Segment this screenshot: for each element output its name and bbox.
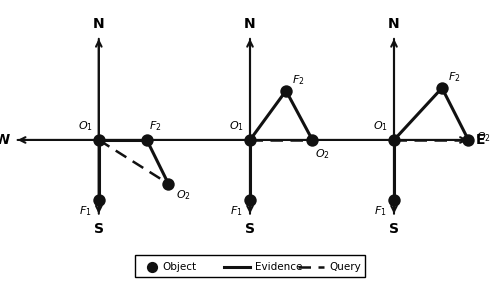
Text: $F_1$: $F_1$ — [79, 204, 92, 218]
Text: Query: Query — [329, 262, 361, 272]
Point — [143, 138, 151, 142]
Text: E: E — [476, 133, 485, 147]
Text: Evidence: Evidence — [255, 262, 302, 272]
Point — [246, 198, 254, 202]
Text: $O_2$: $O_2$ — [176, 188, 190, 202]
Text: $F_2$: $F_2$ — [448, 70, 460, 84]
Text: $F_1$: $F_1$ — [230, 204, 243, 218]
Text: $F_2$: $F_2$ — [149, 119, 162, 133]
Text: $F_1$: $F_1$ — [374, 204, 387, 218]
Text: $F_2$: $F_2$ — [292, 73, 304, 87]
Text: $O_2$: $O_2$ — [476, 130, 490, 144]
Point — [246, 138, 254, 142]
FancyBboxPatch shape — [135, 255, 365, 277]
Text: W: W — [0, 133, 10, 147]
Point — [390, 198, 398, 202]
Point — [438, 86, 446, 90]
Point — [95, 138, 103, 142]
Text: N: N — [388, 16, 400, 31]
Text: $O_1$: $O_1$ — [229, 119, 244, 133]
Point — [148, 265, 156, 270]
Text: $O_1$: $O_1$ — [373, 119, 388, 133]
Text: S: S — [389, 222, 399, 236]
Point — [164, 181, 172, 186]
Point — [282, 88, 290, 93]
Text: S: S — [245, 222, 255, 236]
Text: $O_2$: $O_2$ — [315, 147, 330, 161]
Text: $O_1$: $O_1$ — [78, 119, 93, 133]
Point — [308, 138, 316, 142]
Text: Object: Object — [162, 262, 196, 272]
Text: N: N — [93, 16, 104, 31]
Point — [95, 198, 103, 202]
Text: S: S — [94, 222, 104, 236]
Point — [390, 138, 398, 142]
Point — [464, 138, 472, 142]
Text: N: N — [244, 16, 256, 31]
